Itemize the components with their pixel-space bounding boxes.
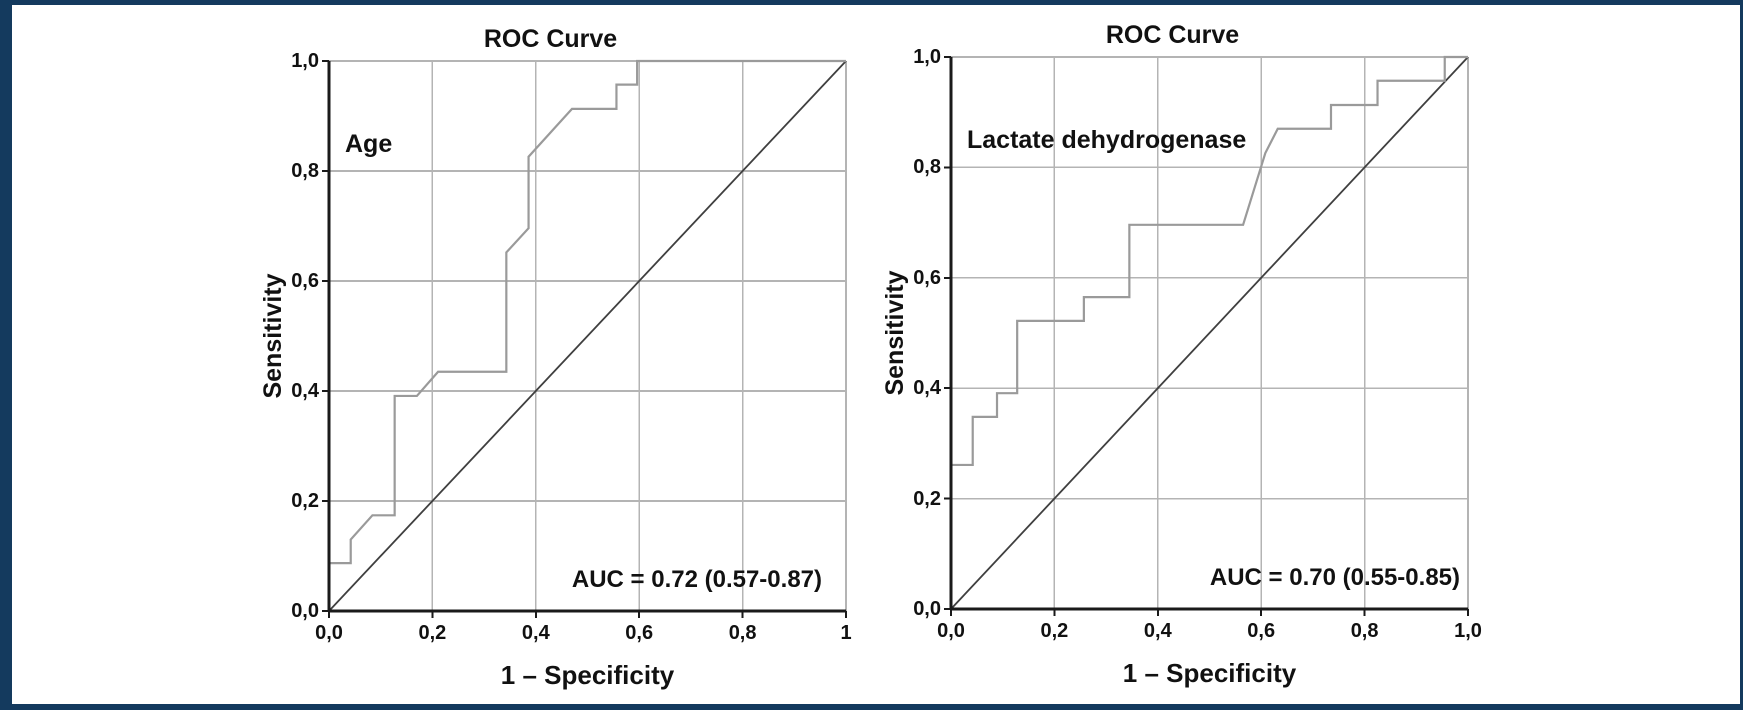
reference-line (328, 60, 847, 612)
y-tick-label: 0,4 (291, 380, 319, 402)
x-tick-label: 0,4 (1143, 620, 1172, 642)
y-tick-label: 1,0 (913, 46, 941, 68)
axes (327, 61, 846, 613)
chart-title: ROC Curve (1105, 21, 1240, 49)
x-tick-label: 0,0 (937, 620, 965, 642)
tick-marks (322, 60, 847, 618)
y-axis-title: Sensitivity (259, 273, 287, 399)
y-tick-label: 0,0 (291, 600, 319, 622)
chart-title: ROC Curve (483, 25, 618, 53)
x-tick-label: 0,2 (1040, 620, 1069, 642)
y-tick-label: 0,4 (913, 377, 941, 400)
y-tick-label: 0,6 (291, 270, 319, 292)
auc-annotation: AUC = 0.70 (0.55-0.85) (1209, 564, 1460, 591)
series-label: Age (345, 130, 393, 158)
plot-area (322, 59, 847, 618)
x-tick-label: 0,8 (728, 622, 757, 644)
roc-curve-line (327, 59, 846, 611)
roc-chart-age: ROC Curve Age AUC = 0.72 (0.57-0.87) 0,0 0,2… (255, 0, 852, 710)
tick-marks (944, 56, 1469, 616)
plot-area (944, 55, 1469, 616)
y-tick-label: 0,2 (913, 487, 941, 510)
x-tick-label: 0,2 (418, 622, 447, 644)
x-tick-label: 0,6 (1247, 620, 1276, 642)
y-axis-title: Sensitivity (881, 270, 909, 396)
reference-line (950, 56, 1469, 610)
y-tick-label: 0,8 (291, 160, 319, 182)
x-tick-label: 1,0 (1454, 620, 1482, 642)
x-tick-label: 1 (840, 622, 852, 644)
series-label: Lactate dehydrogenase (967, 126, 1247, 154)
y-tick-label: 1,0 (291, 50, 319, 72)
roc-curve-line (949, 55, 1468, 609)
y-tick-label: 0,6 (913, 266, 941, 289)
x-axis-title: 1 – Specificity (1122, 658, 1297, 688)
axes (949, 57, 1468, 611)
x-tick-label: 0,0 (315, 622, 343, 644)
auc-annotation: AUC = 0.72 (0.57-0.87) (571, 566, 822, 593)
y-tick-label: 0,2 (291, 490, 319, 512)
y-tick-label: 0,8 (913, 156, 941, 179)
x-tick-label: 0,4 (521, 622, 550, 644)
gridlines (328, 60, 847, 612)
x-axis-title: 1 – Specificity (500, 660, 675, 690)
x-tick-label: 0,6 (625, 622, 654, 644)
roc-chart-lactate-dehydrogenase: ROC Curve Lactate dehydrogenase AUC = 0.70… (877, 0, 1482, 710)
x-tick-label: 0,8 (1350, 620, 1379, 642)
y-tick-label: 0,0 (913, 598, 941, 620)
